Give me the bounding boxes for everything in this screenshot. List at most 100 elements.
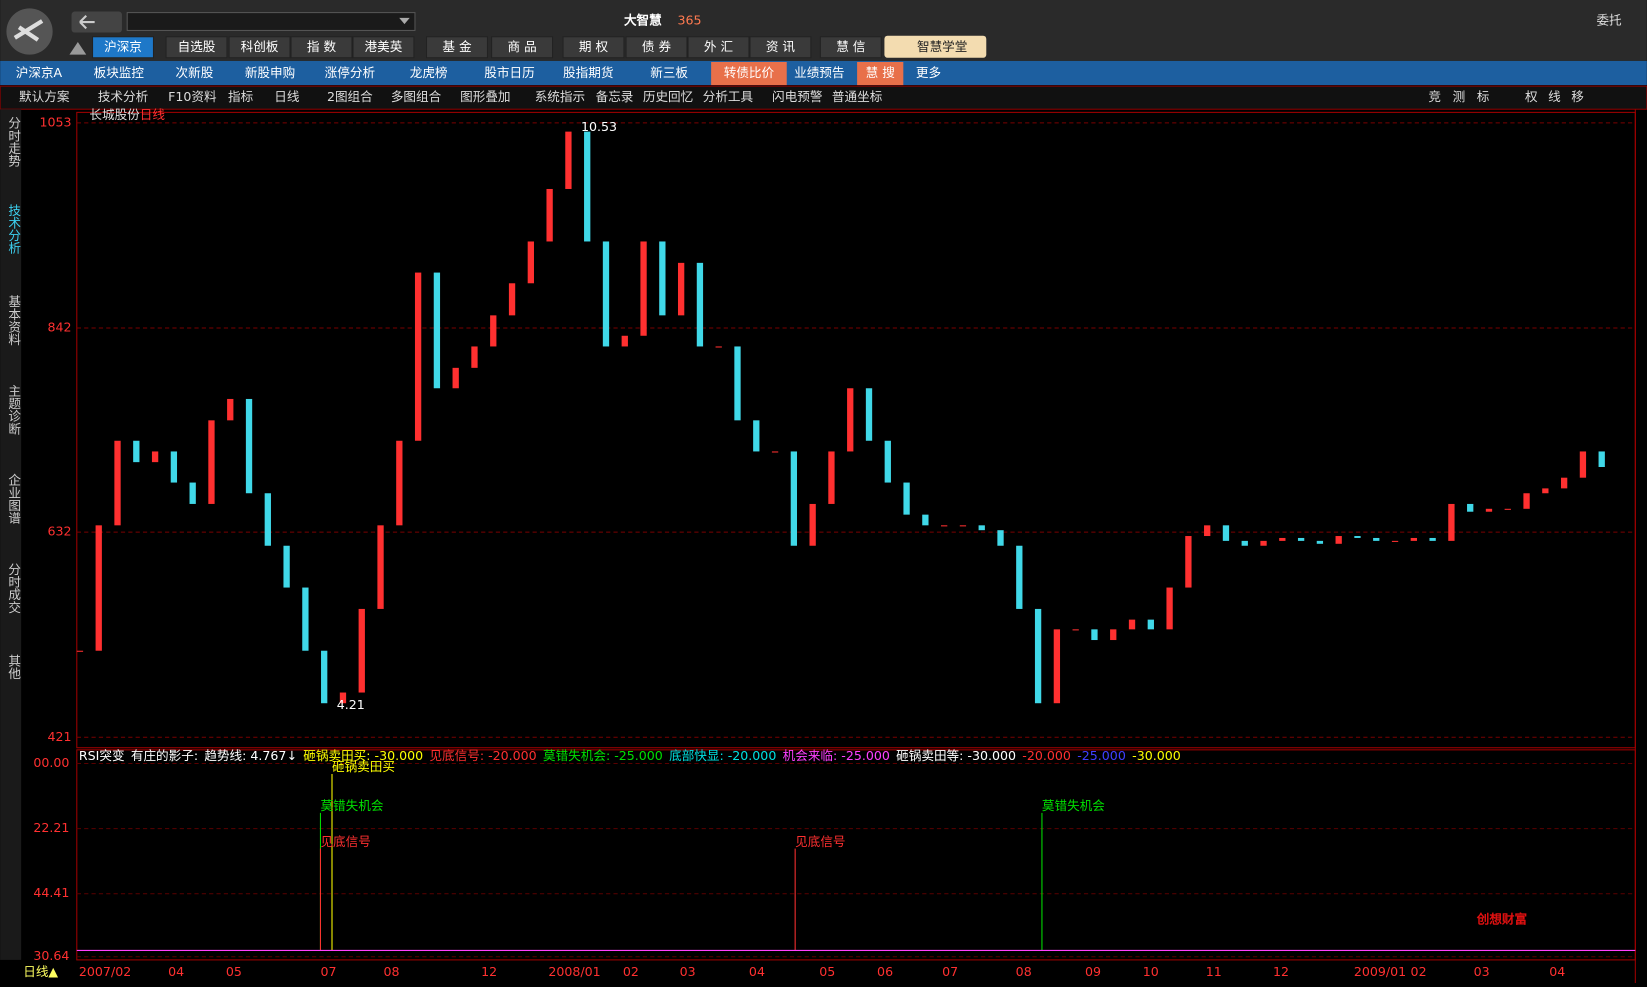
main-tab-bg[interactable]	[749, 36, 812, 59]
sidebar	[0, 109, 22, 960]
toolbar-item[interactable]: 技术分析	[98, 89, 149, 104]
sub-tab-bg[interactable]	[711, 61, 787, 86]
logo	[6, 8, 53, 55]
toolbar-item[interactable]: 历史回忆	[643, 89, 693, 104]
academy-tab[interactable]: 智慧学堂	[917, 39, 967, 54]
period-button[interactable]: 日线▲	[23, 964, 58, 979]
candle	[584, 131, 591, 242]
sub-tab[interactable]: 次新股	[176, 65, 214, 80]
candle	[527, 241, 534, 284]
candle	[1354, 536, 1361, 538]
main-tab[interactable]: 基 金	[442, 39, 472, 54]
search-box[interactable]	[126, 12, 416, 31]
top-right-link[interactable]: 委托	[1596, 13, 1622, 28]
toolbar-item[interactable]: 2图组合	[327, 89, 373, 104]
candle	[546, 188, 553, 242]
main-tab-bg[interactable]	[165, 36, 228, 59]
toolbar-item[interactable]: 普通坐标	[832, 89, 883, 104]
main-tab-bg[interactable]	[290, 36, 353, 59]
candle	[433, 272, 441, 389]
toolbar-right-item[interactable]: 竞	[1428, 89, 1441, 104]
indicator-tick-label: 44.41	[33, 885, 69, 900]
toolbar-item[interactable]: 指标	[228, 89, 254, 104]
stock-period: 日线	[140, 107, 166, 122]
date-label: 07	[320, 964, 336, 979]
toolbar-right-item[interactable]: 权	[1525, 89, 1538, 104]
main-tab[interactable]: 自选股	[178, 39, 216, 54]
sub-tab[interactable]: 更多	[916, 65, 941, 80]
main-tab[interactable]: 外 汇	[704, 39, 733, 54]
candle	[264, 493, 271, 546]
date-label: 02	[1411, 964, 1427, 979]
sidebar-tab[interactable]: 企业图谱	[6, 473, 21, 525]
sidebar-tab[interactable]: 基本资料	[6, 295, 21, 346]
main-tab-bg[interactable]	[687, 36, 750, 59]
y-tick-label: 1053	[39, 114, 71, 129]
y-tick-label: 421	[48, 729, 72, 744]
main-tab[interactable]: 期 权	[579, 39, 609, 54]
toolbar-right-item[interactable]: 移	[1571, 89, 1584, 104]
sub-tab[interactable]: 转债比价	[724, 65, 775, 80]
main-tab-bg[interactable]	[425, 36, 488, 59]
main-tab-bg[interactable]	[562, 36, 625, 59]
main-tab-bg[interactable]	[92, 36, 154, 59]
toolbar-item[interactable]: 分析工具	[703, 89, 754, 104]
low-label: 4.21	[337, 697, 365, 712]
toolbar-item[interactable]: 多图组合	[391, 89, 442, 104]
main-tab[interactable]: 港美英	[365, 39, 403, 54]
toolbar-item[interactable]: 闪电预警	[772, 89, 823, 104]
home-icon[interactable]	[69, 42, 87, 55]
sub-tab[interactable]: 沪深京A	[16, 65, 63, 80]
toolbar-right-item[interactable]: 标	[1477, 89, 1490, 104]
sub-tab[interactable]: 业绩预告	[794, 65, 844, 80]
main-tab[interactable]: 沪深京	[104, 39, 142, 54]
toolbar-right-item[interactable]: 线	[1548, 89, 1561, 104]
candle	[490, 315, 497, 347]
main-tab-bg[interactable]	[625, 36, 688, 59]
main-tab[interactable]: 商 品	[507, 39, 536, 54]
sub-tab[interactable]: 新三板	[650, 65, 688, 80]
main-tab-bg[interactable]	[228, 36, 291, 59]
main-tab[interactable]: 慧 信	[836, 39, 865, 54]
main-tab-bg[interactable]	[819, 36, 882, 59]
candle	[1448, 503, 1455, 541]
sub-tab[interactable]: 股市日历	[484, 65, 534, 80]
candle	[151, 451, 159, 463]
sidebar-tab[interactable]: 其他	[6, 654, 21, 680]
toolbar-item[interactable]: F10资料	[168, 89, 217, 104]
academy-bg[interactable]	[884, 35, 987, 58]
sidebar-tab[interactable]: 分时走势	[6, 117, 21, 168]
sub-tab[interactable]: 新股申购	[245, 65, 295, 80]
toolbar-item[interactable]: 备忘录	[596, 89, 634, 104]
sidebar-tab[interactable]: 技术分析	[6, 204, 21, 255]
sub-tab[interactable]: 涨停分析	[325, 65, 376, 80]
main-tab-bg[interactable]	[491, 36, 554, 59]
candle	[1016, 545, 1023, 609]
toolbar-item[interactable]: 日线	[274, 89, 300, 104]
toolbar-item[interactable]: 默认方案	[19, 89, 70, 104]
candle	[358, 608, 365, 693]
date-label: 11	[1206, 964, 1222, 979]
sub-tab[interactable]: 板块监控	[94, 65, 145, 80]
candle	[1297, 537, 1305, 541]
sidebar-tab[interactable]: 分时成交	[6, 563, 21, 614]
candle	[1072, 629, 1079, 631]
sub-tab[interactable]: 股指期货	[563, 65, 613, 80]
toolbar-right-item[interactable]: 测	[1453, 89, 1466, 104]
signal-label: 见底信号	[320, 834, 370, 849]
sub-tab-bg[interactable]	[857, 61, 904, 86]
candle	[170, 451, 178, 483]
main-tab-bg[interactable]	[352, 36, 415, 59]
sub-tab[interactable]: 慧 搜	[866, 65, 896, 80]
main-tab[interactable]: 债 券	[642, 39, 672, 54]
sidebar-tab[interactable]: 主题诊断	[6, 384, 21, 436]
main-tab[interactable]: 科创板	[241, 39, 279, 54]
nav-buttons[interactable]	[71, 11, 122, 33]
date-label: 04	[749, 964, 765, 979]
candle	[1260, 540, 1267, 546]
main-tab[interactable]: 资 讯	[766, 39, 796, 54]
toolbar-item[interactable]: 图形叠加	[460, 89, 510, 104]
sub-tab[interactable]: 龙虎榜	[410, 65, 448, 80]
main-tab[interactable]: 指 数	[307, 39, 337, 54]
toolbar-item[interactable]: 系统指示	[535, 89, 585, 104]
